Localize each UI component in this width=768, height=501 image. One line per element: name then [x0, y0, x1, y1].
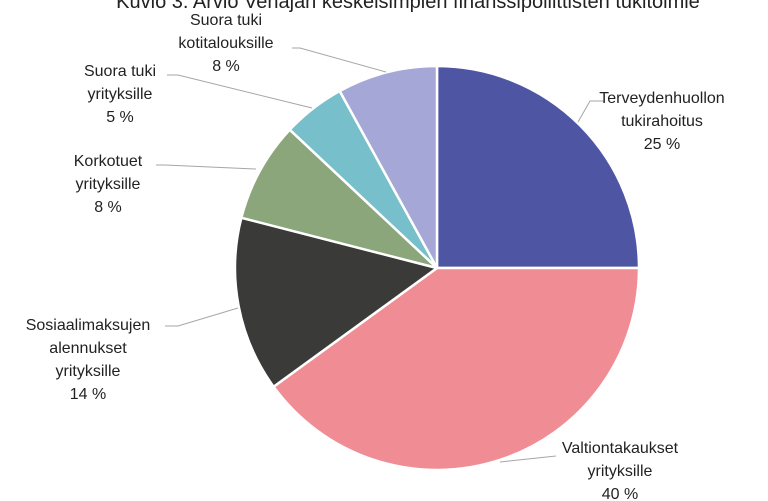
- value-label: 25 %: [644, 136, 680, 153]
- category-label: Korkotuet yrityksille: [74, 153, 143, 193]
- chart-title: Kuvio 3. Arvio Venäjän keskeisimpien fin…: [116, 0, 700, 13]
- category-label: Sosiaalimaksujen alennukset yrityksille: [26, 317, 151, 380]
- value-label: 40 %: [602, 486, 638, 501]
- value-label: 8 %: [94, 199, 122, 216]
- leader-line: [577, 100, 604, 123]
- value-label: 14 %: [70, 386, 106, 403]
- leader-line: [167, 74, 313, 109]
- leader-line: [499, 455, 557, 463]
- category-label: Valtiontakaukset yrityksille: [562, 440, 679, 480]
- pie-slice: [239, 127, 438, 270]
- leader-line: [292, 47, 387, 73]
- category-label: Suora tuki yrityksille: [84, 63, 156, 103]
- pie-slice: [233, 216, 440, 389]
- pie-slice: [271, 266, 641, 472]
- value-label: 8 %: [212, 58, 240, 75]
- pie-slice: [435, 64, 641, 270]
- leader-line: [165, 307, 239, 327]
- category-label: Terveydenhuollon tukirahoitus: [599, 90, 724, 130]
- pie-slice: [337, 64, 439, 269]
- leader-line: [156, 164, 257, 170]
- category-label: Suora tuki kotitalouksille: [178, 12, 273, 52]
- value-label: 5 %: [106, 109, 134, 126]
